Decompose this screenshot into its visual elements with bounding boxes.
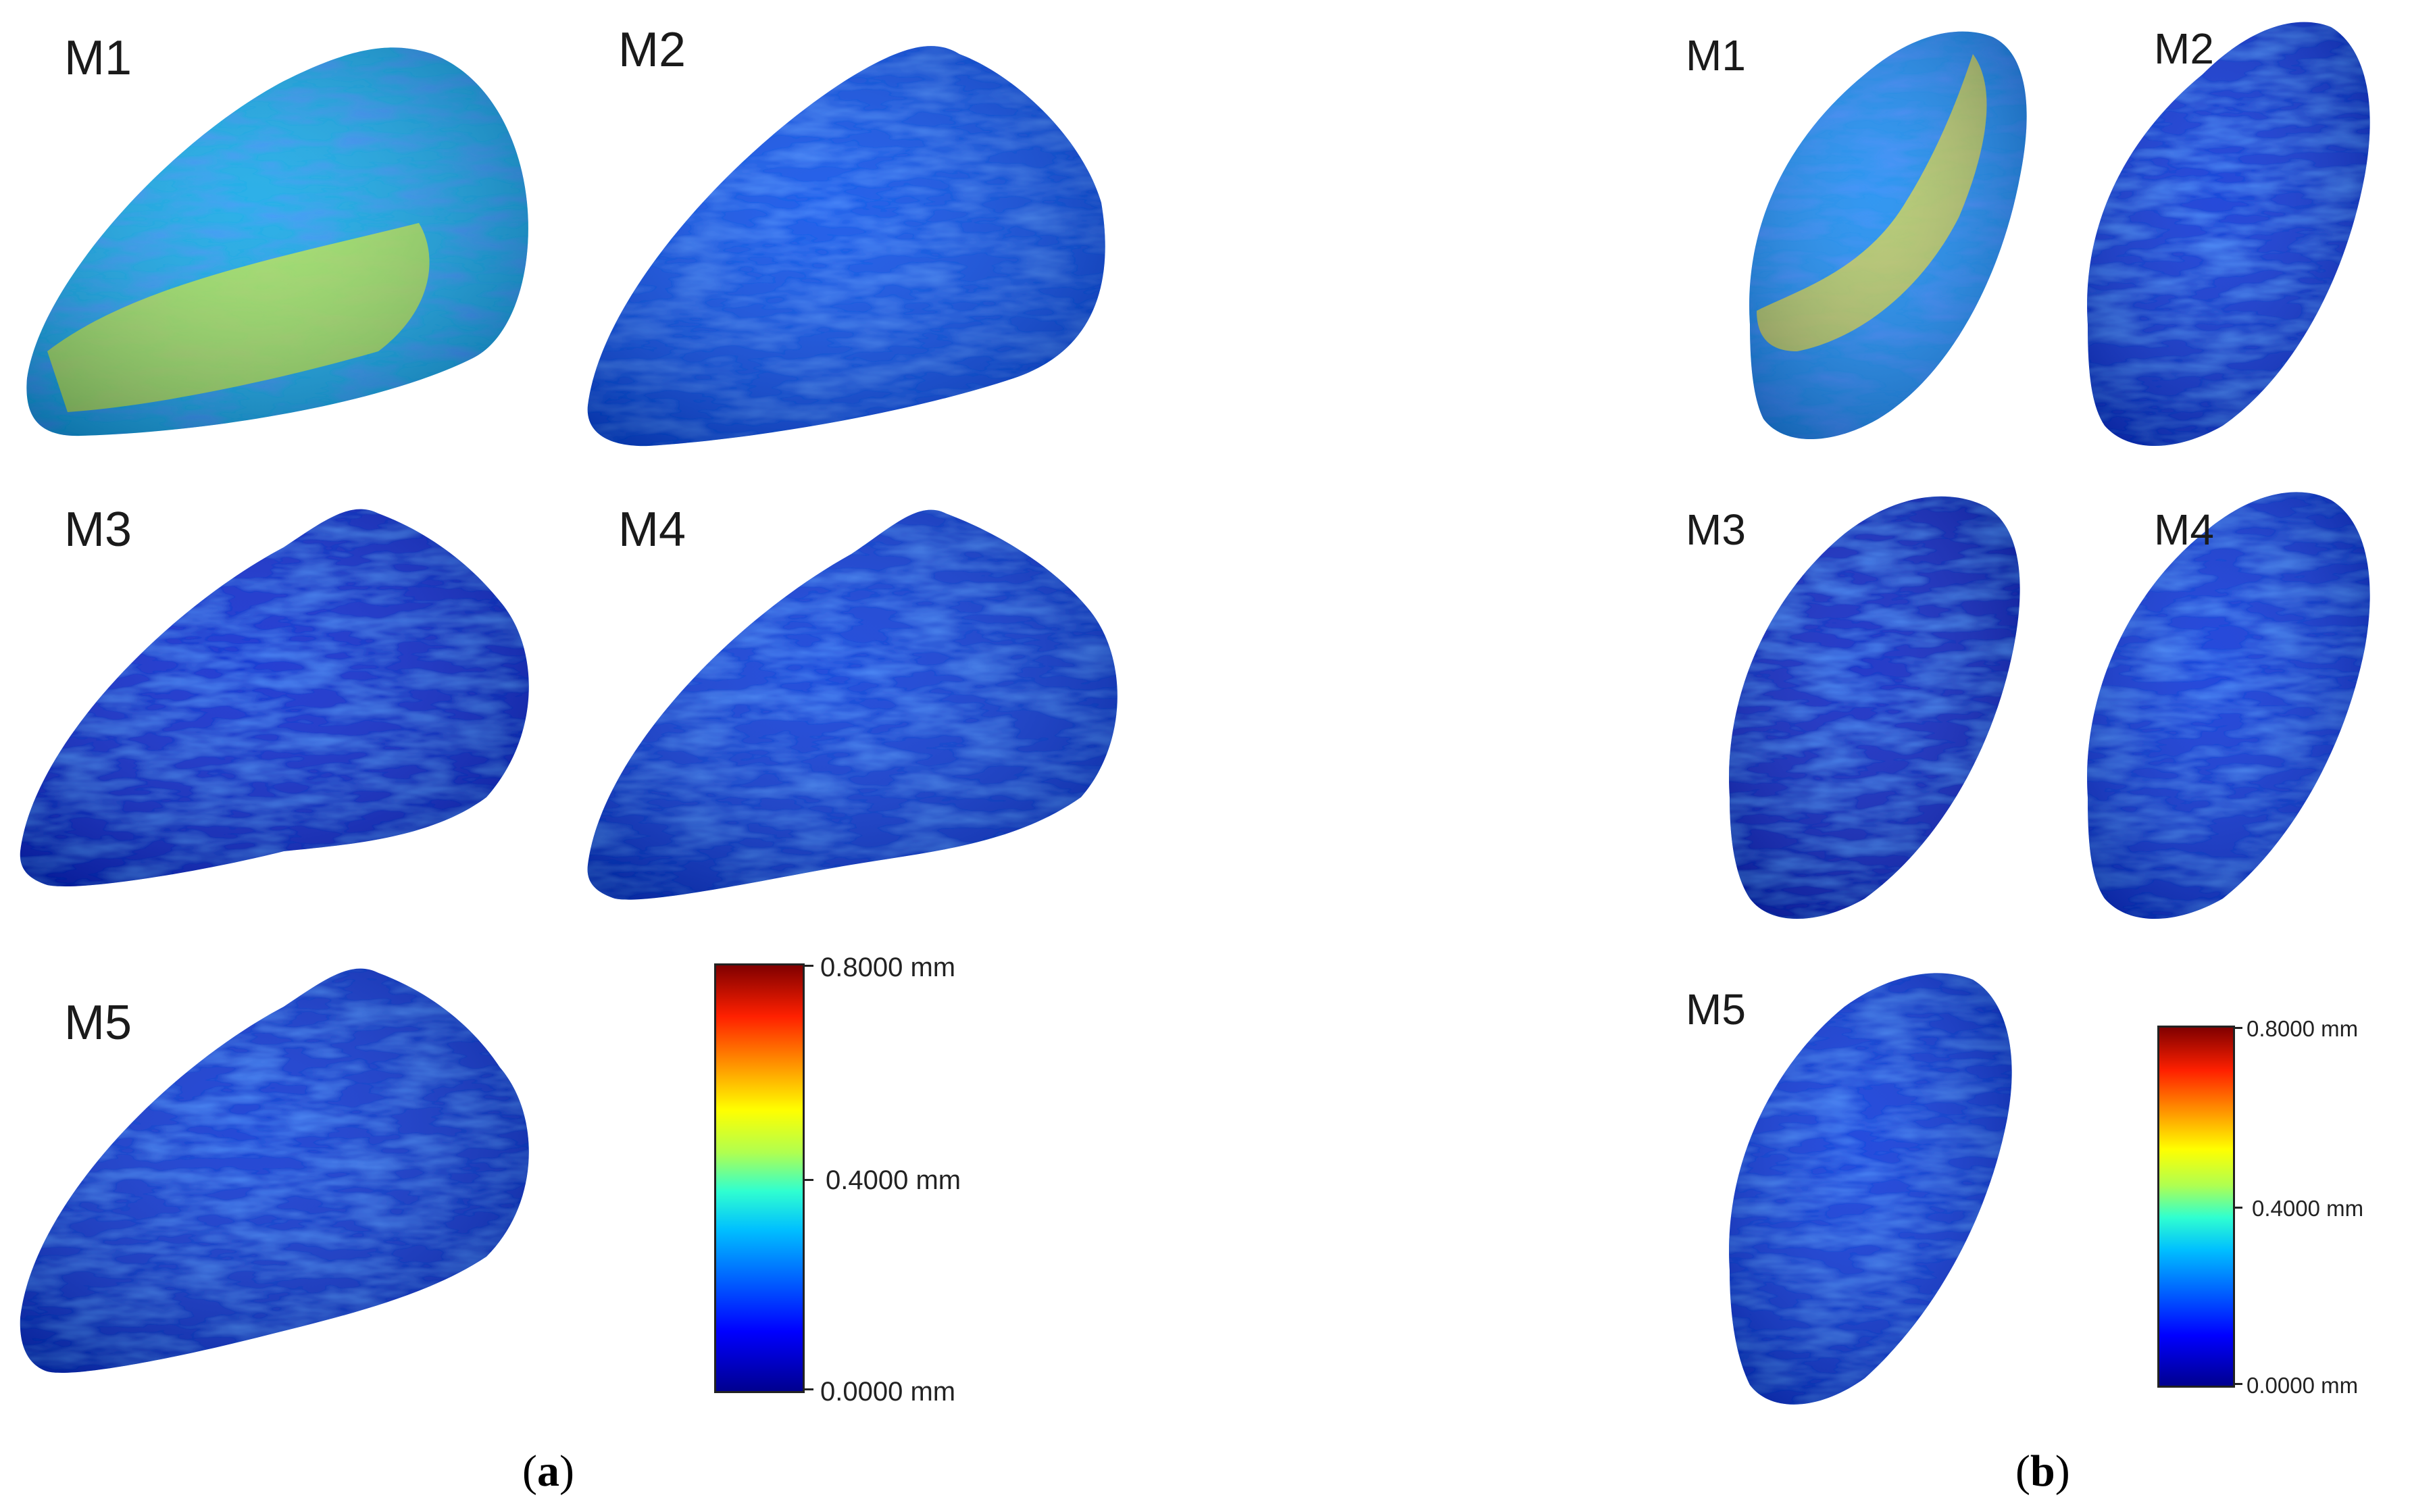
panel-a-m4-label: M4 — [618, 503, 686, 557]
panel-b-m3-model — [1729, 496, 2020, 919]
panel-a-caption: (a) — [522, 1446, 574, 1496]
panel-a-tick-max — [803, 965, 813, 967]
panel-a-color-scale — [714, 963, 805, 1393]
panel-a-m2-model — [587, 46, 1105, 447]
panel-a-m4-model — [587, 509, 1118, 900]
panel-a-m5-label: M5 — [64, 996, 132, 1050]
panel-a-scale-min: 0.0000 mm — [820, 1377, 956, 1407]
panel-a-tick-mid — [803, 1179, 813, 1181]
panel-a-m2-label: M2 — [618, 23, 686, 77]
panel-b-tick-min — [2233, 1383, 2242, 1385]
panel-b-tick-mid — [2233, 1207, 2242, 1209]
panel-a-tick-min — [803, 1388, 813, 1390]
panel-a-m1-model — [26, 47, 528, 436]
panel-b-m4-label: M4 — [2154, 505, 2214, 554]
panel-a-m3-label: M3 — [64, 503, 132, 557]
panel-b-scale-min: 0.0000 mm — [2246, 1373, 2359, 1398]
panel-a-m1-label: M1 — [64, 31, 132, 85]
panel-a-m3-model — [20, 509, 529, 886]
panel-a-scale-max: 0.8000 mm — [820, 953, 956, 982]
panel-b-m5-model — [1729, 973, 2012, 1405]
panel-b-m3-label: M3 — [1686, 505, 1746, 554]
panel-b-m5-label: M5 — [1686, 985, 1746, 1034]
panel-a-m5-model — [20, 968, 529, 1373]
panel-b-scale-mid: 0.4000 mm — [2252, 1196, 2364, 1221]
panel-b-m1-model — [1749, 31, 2027, 439]
panel-b-caption-letter: b — [2030, 1446, 2055, 1496]
panel-a-scale-mid: 0.4000 mm — [826, 1165, 961, 1195]
panel-b-m2-model — [2087, 22, 2370, 446]
panel-b-m2-label: M2 — [2154, 24, 2214, 73]
panel-b-m1-label: M1 — [1686, 31, 1746, 80]
panel-b-caption: (b) — [2015, 1446, 2070, 1496]
panel-b-m4-model — [2087, 492, 2370, 919]
panel-b-tick-max — [2233, 1027, 2242, 1029]
panel-a-caption-letter: a — [536, 1446, 559, 1496]
panel-b-color-scale — [2157, 1026, 2235, 1388]
panel-b-scale-max: 0.8000 mm — [2246, 1016, 2359, 1041]
